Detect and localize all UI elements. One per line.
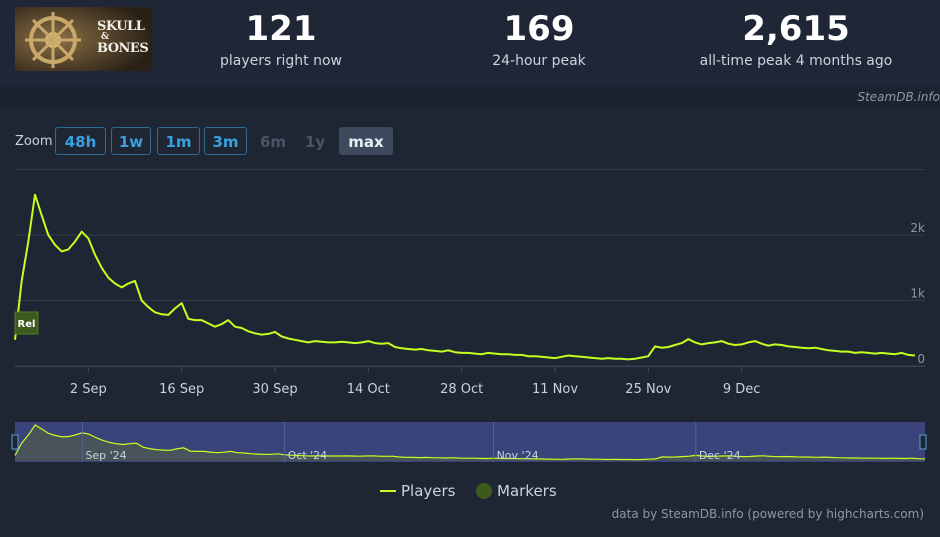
y-tick-label: 1k [910,287,925,301]
x-tick-label: 25 Nov [625,382,671,397]
zoom-1y-button: 1y [297,127,333,155]
all-time-peak-stat: 2,615 all-time peak 4 months ago [676,8,916,72]
release-marker[interactable]: Rel [14,311,39,335]
stat-label: players right now [220,53,342,69]
game-logo[interactable]: SKULL & BONES [15,7,152,71]
zoom-label: Zoom [15,134,53,149]
navigator-month-label: Oct '24 [288,449,328,462]
navigator-labels: Sep '24 Oct '24 Nov '24 Dec '24 [81,422,741,462]
stat-value: 169 [503,9,575,49]
highcharts-credit[interactable]: data by SteamDB.info (powered by highcha… [611,507,924,521]
zoom-48h-button[interactable]: 48h [55,127,106,155]
chart-gridlines [15,169,925,367]
zoom-3m-button[interactable]: 3m [204,127,247,155]
stat-value: 2,615 [742,9,850,49]
y-axis-labels: 2k 1k 0 [910,221,925,366]
chart-panel [0,107,940,537]
x-tick-label: 11 Nov [532,382,578,397]
legend-item-markers[interactable]: Markers [476,482,557,500]
navigator-month-label: Nov '24 [497,449,539,462]
x-tick-label: 28 Oct [440,382,483,397]
navigator-line [14,424,926,461]
navigator-right-handle[interactable] [919,434,927,450]
x-tick-label: 16 Sep [159,382,204,397]
zoom-1w-button[interactable]: 1w [111,127,151,155]
x-tick-label: 2 Sep [70,382,107,397]
marker-label: Rel [18,319,36,330]
navigator-area [15,425,925,461]
players-series-line [14,193,916,361]
steamdb-credit[interactable]: SteamDB.info [857,90,940,104]
x-axis-labels: 2 Sep 16 Sep 30 Sep 14 Oct 28 Oct 11 Nov 25 No… [15,366,925,397]
ship-wheel-icon [15,7,152,71]
legend-item-players[interactable]: Players [380,482,456,500]
zoom-1m-button[interactable]: 1m [157,127,200,155]
navigator-left-handle[interactable] [11,434,19,450]
legend: Players Markers [380,482,557,500]
y-tick-label: 0 [917,352,925,366]
players-now-stat: 121 players right now [161,8,401,72]
y-tick-label: 2k [910,221,925,235]
zoom-max-button[interactable]: max [339,127,393,155]
game-logo-text: SKULL & BONES [97,19,149,56]
navigator[interactable]: Sep '24 Oct '24 Nov '24 Dec '24 [11,422,927,462]
x-tick-label: 9 Dec [723,382,761,397]
stat-value: 121 [245,9,317,49]
zoom-6m-button: 6m [253,127,293,155]
stats-header: SKULL & BONES 121 players right now 169 … [0,0,940,86]
x-tick-label: 30 Sep [252,382,297,397]
navigator-month-label: Dec '24 [699,449,741,462]
peak-24h-stat: 169 24-hour peak [419,8,659,72]
x-tick-label: 14 Oct [347,382,390,397]
stat-label: all-time peak 4 months ago [699,53,893,69]
legend-label: Players [401,482,456,500]
legend-label: Markers [497,482,557,500]
navigator-month-label: Sep '24 [85,449,126,462]
stat-label: 24-hour peak [492,53,586,69]
